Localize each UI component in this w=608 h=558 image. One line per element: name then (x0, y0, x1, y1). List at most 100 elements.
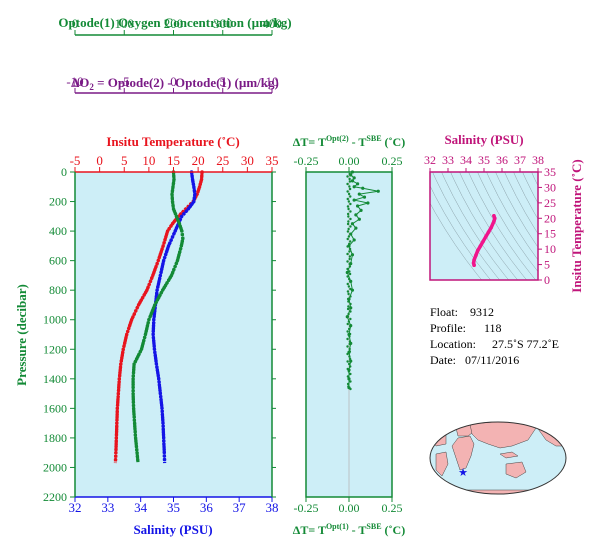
oxygen-profile-point (168, 276, 172, 280)
temperature-axis-tick-label: 5 (121, 153, 128, 168)
pressure-axis-tick-label: 1200 (43, 342, 67, 356)
pressure-axis-title: Pressure (decibar) (14, 284, 29, 386)
temperature-profile-point (200, 173, 204, 178)
salinity-profile-point (162, 445, 166, 449)
ts-y-tick-label: 20 (544, 211, 556, 225)
salinity-profile-point (151, 329, 155, 334)
delta-o2-axis-tick-label: 10 (266, 74, 279, 89)
temperature-profile-point (115, 409, 119, 414)
salinity-profile-point (160, 409, 164, 414)
delta-t-dense-point (349, 317, 352, 321)
delta-t-dense-point (346, 245, 349, 248)
temperature-profile-point (135, 306, 139, 310)
oxygen-profile-point (171, 185, 175, 189)
salinity-axis-tick-label: 37 (233, 500, 247, 515)
density-contour (468, 172, 536, 280)
ts-point (472, 258, 476, 262)
salinity-profile-point (161, 418, 165, 422)
salinity-profile-point (161, 424, 165, 428)
delta-t-dense-point (346, 360, 349, 363)
delta-t-dense-point (348, 185, 351, 188)
salinity-profile-point (163, 253, 168, 257)
salinity-profile-point (161, 427, 165, 431)
temperature-profile-point (117, 385, 121, 390)
oxygen-profile-point (132, 365, 136, 369)
delta-t-dense-point (346, 252, 349, 256)
oxygen-profile-point (172, 267, 176, 272)
temperature-profile-point (153, 267, 157, 272)
delta-t-dense-point (346, 182, 349, 186)
ts-point (478, 244, 483, 248)
temperature-profile-point (119, 359, 123, 363)
ts-y-tick-label: 10 (544, 242, 556, 256)
oxygen-profile-point (166, 278, 171, 283)
delta-t-panel: ΔT= TOpt(2) - TSBE (˚C) -0.25 0.00 0.25 -0… (293, 134, 405, 537)
salinity-axis-tick-label: 34 (134, 500, 148, 515)
salinity-profile-point (162, 454, 167, 458)
temperature-profile-point (114, 427, 119, 431)
temperature-axis-tick-label: 10 (142, 153, 155, 168)
temperature-axis-tick-label: 15 (167, 153, 180, 168)
temperature-profile-point (114, 433, 119, 437)
delta-t-dense-point (349, 217, 352, 221)
oxygen-profile-point (140, 344, 144, 349)
salinity-profile-point (162, 450, 167, 455)
delta-t-point (349, 306, 353, 310)
delta-t-dense-point (347, 277, 351, 281)
salinity-profile-point (151, 326, 156, 331)
salinity-profile-point (157, 383, 162, 387)
delta-t-dense-point (348, 270, 351, 273)
world-map: ★ (429, 421, 567, 495)
oxygen-profile-point (170, 192, 174, 196)
salinity-profile-point (159, 403, 164, 408)
delta-o2-axis-tick-label: 0 (170, 74, 177, 89)
delta-t-point (349, 359, 353, 363)
pressure-axis-tick-label: 1000 (43, 313, 67, 327)
temperature-profile-point (114, 454, 118, 458)
oxygen-profile-point (180, 233, 185, 237)
ts-x-tick-label: 32 (424, 153, 436, 167)
delta-t-dense-point (349, 372, 352, 376)
salinity-profile-point (182, 212, 186, 216)
salinity-profile-point (161, 430, 166, 434)
temperature-profile-point (118, 365, 123, 369)
salinity-profile-point (152, 347, 157, 351)
temperature-profile-point (117, 383, 121, 387)
ts-point (475, 248, 480, 253)
oxygen-profile-point (177, 253, 181, 257)
temperature-profile-point (134, 309, 138, 313)
delta-t-dense-point (346, 375, 350, 378)
salinity-profile-point (160, 406, 164, 411)
temperature-profile-point (116, 391, 121, 396)
oxygen-profile-point (134, 439, 138, 443)
temperature-profile-point (116, 397, 120, 402)
delta-t-dense-point (349, 202, 352, 206)
salinity-profile-point (173, 229, 177, 233)
pressure-axis-tick-label: 1400 (43, 372, 67, 386)
salinity-profile-point (151, 335, 156, 340)
delta-t-dense-point (346, 307, 350, 311)
salinity-profile-point (162, 255, 167, 260)
delta-t-dense-point (346, 175, 349, 178)
temperature-profile-point (114, 442, 118, 446)
delta-t-point (357, 217, 361, 221)
density-contour (450, 172, 518, 280)
oxygen-profile-point (165, 281, 169, 285)
delta-t-dense-point (346, 290, 350, 293)
ts-point (472, 263, 476, 267)
oxygen-profile-point (145, 323, 150, 328)
salinity-profile-point (154, 359, 158, 363)
salinity-profile-point (161, 436, 166, 440)
salinity-profile-point (169, 238, 173, 242)
temperature-profile-point (157, 255, 161, 260)
delta-t-dense-point (347, 385, 350, 388)
delta-t-dense-point (346, 190, 349, 193)
salinity-profile-point (158, 394, 163, 399)
pressure-axis-tick-label: 0 (61, 165, 67, 179)
oxygen-profile-point (171, 270, 175, 275)
salinity-axis-tick-label: 38 (266, 500, 279, 515)
oxygen-profile-point (173, 264, 177, 269)
oxygen-profile-point (132, 362, 136, 366)
delta-t-point (376, 189, 380, 193)
location-label: Location: 27.5˚S 77.2˚E (430, 337, 559, 351)
